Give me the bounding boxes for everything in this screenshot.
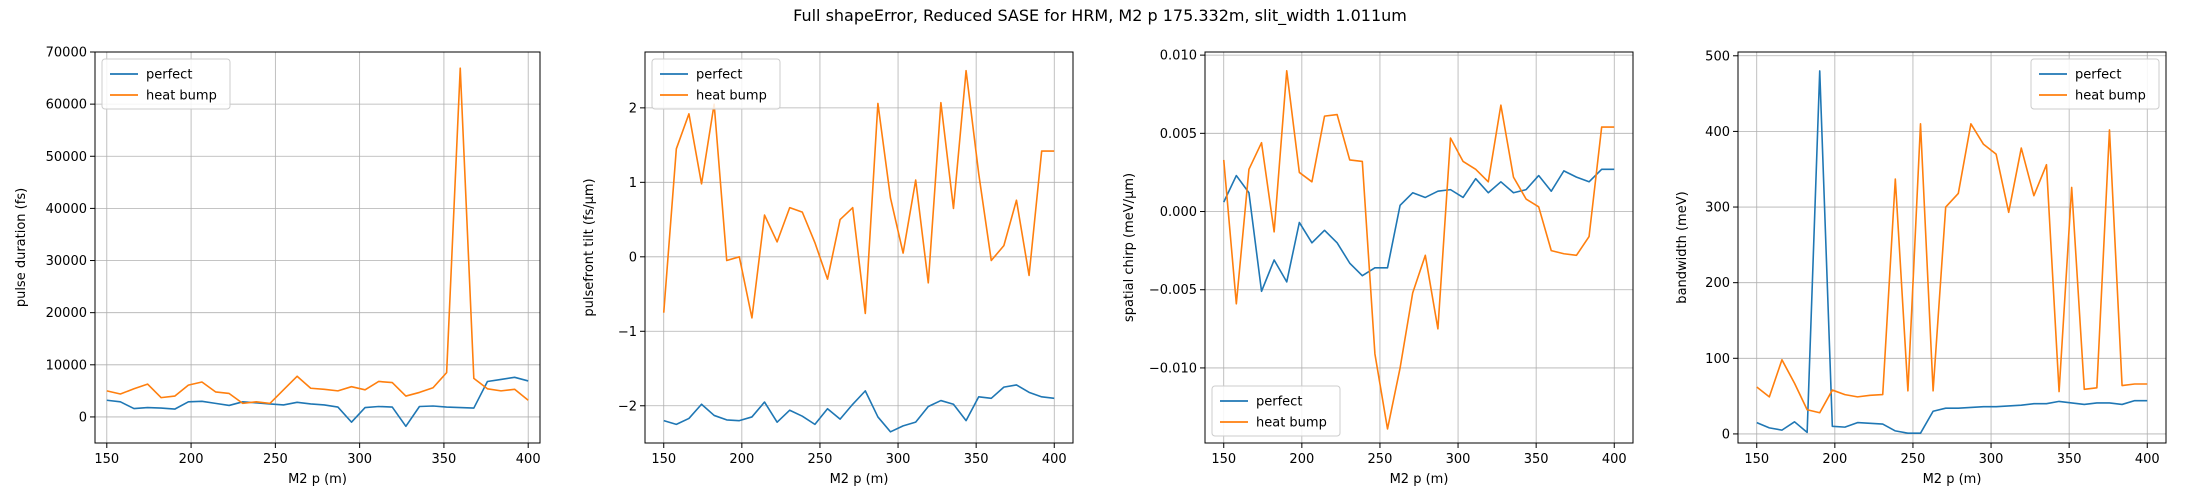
legend-label-heat-bump: heat bump bbox=[1256, 416, 1327, 431]
x-tick-label: 300 bbox=[1979, 452, 2004, 467]
x-tick-label: 400 bbox=[1602, 452, 1627, 467]
legend-label-heat-bump: heat bump bbox=[146, 89, 217, 104]
y-tick-label: −2 bbox=[618, 399, 637, 414]
y-axis-label: pulse duration (fs) bbox=[14, 188, 29, 307]
y-tick-label: 1 bbox=[629, 176, 637, 191]
y-tick-label: 70000 bbox=[46, 46, 87, 61]
y-tick-label: 200 bbox=[1705, 276, 1730, 291]
series-line-perfect bbox=[106, 376, 529, 428]
chart-panel-4: 150 200 250 300 350 400 0 100 200 300 400 500 M2 p (… bbox=[1675, 49, 2167, 487]
y-tick-label: 0 bbox=[1722, 427, 1730, 442]
y-tick-label: 100 bbox=[1705, 352, 1730, 367]
axes-frame bbox=[1737, 51, 2167, 444]
x-tick-label: 300 bbox=[1446, 452, 1471, 467]
y-axis-label: spatial chirp (meV/μm) bbox=[1122, 173, 1137, 322]
axes-frame bbox=[94, 51, 541, 444]
y-tick-label: 500 bbox=[1705, 49, 1730, 64]
y-tick-label: 10000 bbox=[46, 358, 87, 373]
x-tick-label: 200 bbox=[1822, 452, 1847, 467]
y-tick-label: 40000 bbox=[46, 202, 87, 217]
x-tick-label: 250 bbox=[1368, 452, 1393, 467]
legend-label-heat-bump: heat bump bbox=[696, 89, 767, 104]
series-line-perfect bbox=[1223, 168, 1615, 293]
legend: perfect heat bump bbox=[651, 58, 781, 110]
y-axis-label: pulsefront tilt (fs/μm) bbox=[582, 178, 597, 316]
x-axis-label: M2 p (m) bbox=[288, 472, 347, 487]
legend-box bbox=[651, 58, 781, 110]
x-tick-label: 350 bbox=[1524, 452, 1549, 467]
y-tick-label: 2 bbox=[629, 101, 637, 116]
x-tick-label: 250 bbox=[808, 452, 833, 467]
y-tick-label: 60000 bbox=[46, 98, 87, 113]
x-tick-label: 400 bbox=[516, 452, 541, 467]
legend-label-perfect: perfect bbox=[696, 68, 742, 83]
legend-label-perfect: perfect bbox=[1256, 395, 1302, 410]
legend-box bbox=[101, 58, 231, 110]
x-tick-label: 200 bbox=[1289, 452, 1314, 467]
series-line-perfect bbox=[1756, 70, 2148, 434]
x-tick-label: 300 bbox=[347, 452, 372, 467]
series-line-heat-bump bbox=[662, 69, 1055, 319]
chart-panel-1: 150 200 250 300 350 400 0 10000 20000 30000 40000 5… bbox=[14, 46, 541, 488]
x-tick-label: 200 bbox=[729, 452, 754, 467]
y-tick-label: 0.005 bbox=[1160, 127, 1197, 142]
legend-label-perfect: perfect bbox=[146, 68, 192, 83]
x-tick-label: 250 bbox=[1901, 452, 1926, 467]
x-tick-label: 150 bbox=[94, 452, 119, 467]
x-axis-label: M2 p (m) bbox=[830, 472, 889, 487]
x-axis-label: M2 p (m) bbox=[1923, 472, 1982, 487]
y-tick-label: −0.010 bbox=[1149, 361, 1197, 376]
y-tick-label: 20000 bbox=[46, 306, 87, 321]
x-tick-label: 350 bbox=[964, 452, 989, 467]
y-tick-label: 0 bbox=[629, 250, 637, 265]
x-tick-label: 150 bbox=[1744, 452, 1769, 467]
y-tick-label: −0.005 bbox=[1149, 283, 1197, 298]
chart-panel-2: 150 200 250 300 350 400 −2 −1 0 1 2 M2 p (m) pulsefr… bbox=[582, 51, 1074, 487]
chart-panel-3: 150 200 250 300 350 400 −0.010 −0.005 0.000 0.005… bbox=[1122, 49, 1634, 487]
series-line-heat-bump bbox=[1222, 69, 1615, 430]
legend: perfect heat bump bbox=[101, 58, 231, 110]
x-tick-label: 300 bbox=[886, 452, 911, 467]
series-line-perfect bbox=[663, 384, 1055, 433]
x-tick-label: 350 bbox=[432, 452, 457, 467]
y-tick-label: 300 bbox=[1705, 201, 1730, 216]
legend-box bbox=[1211, 385, 1341, 437]
legend: perfect heat bump bbox=[1211, 385, 1341, 437]
x-tick-label: 400 bbox=[2135, 452, 2160, 467]
legend-label-heat-bump: heat bump bbox=[2075, 89, 2146, 104]
legend-box bbox=[2030, 58, 2160, 110]
legend: perfect heat bump bbox=[2030, 58, 2160, 110]
y-tick-label: 400 bbox=[1705, 125, 1730, 140]
legend-label-perfect: perfect bbox=[2075, 68, 2121, 83]
x-tick-label: 150 bbox=[651, 452, 676, 467]
x-tick-label: 350 bbox=[2057, 452, 2082, 467]
y-tick-label: −1 bbox=[618, 325, 637, 340]
y-tick-label: 50000 bbox=[46, 150, 87, 165]
axes-frame bbox=[1204, 51, 1634, 444]
x-tick-label: 250 bbox=[263, 452, 288, 467]
y-axis-label: bandwidth (meV) bbox=[1675, 191, 1690, 303]
x-tick-label: 200 bbox=[179, 452, 204, 467]
figure-title: Full shapeError, Reduced SASE for HRM, M… bbox=[793, 6, 1407, 25]
axes-frame bbox=[644, 51, 1074, 444]
series-line-heat-bump bbox=[106, 67, 529, 405]
y-tick-label: 0 bbox=[79, 410, 87, 425]
x-tick-label: 400 bbox=[1042, 452, 1067, 467]
y-tick-label: 0.010 bbox=[1160, 49, 1197, 64]
y-tick-label: 30000 bbox=[46, 254, 87, 269]
series-line-heat-bump bbox=[1756, 123, 2148, 414]
y-tick-label: 0.000 bbox=[1160, 205, 1197, 220]
x-tick-label: 150 bbox=[1211, 452, 1236, 467]
x-axis-label: M2 p (m) bbox=[1390, 472, 1449, 487]
